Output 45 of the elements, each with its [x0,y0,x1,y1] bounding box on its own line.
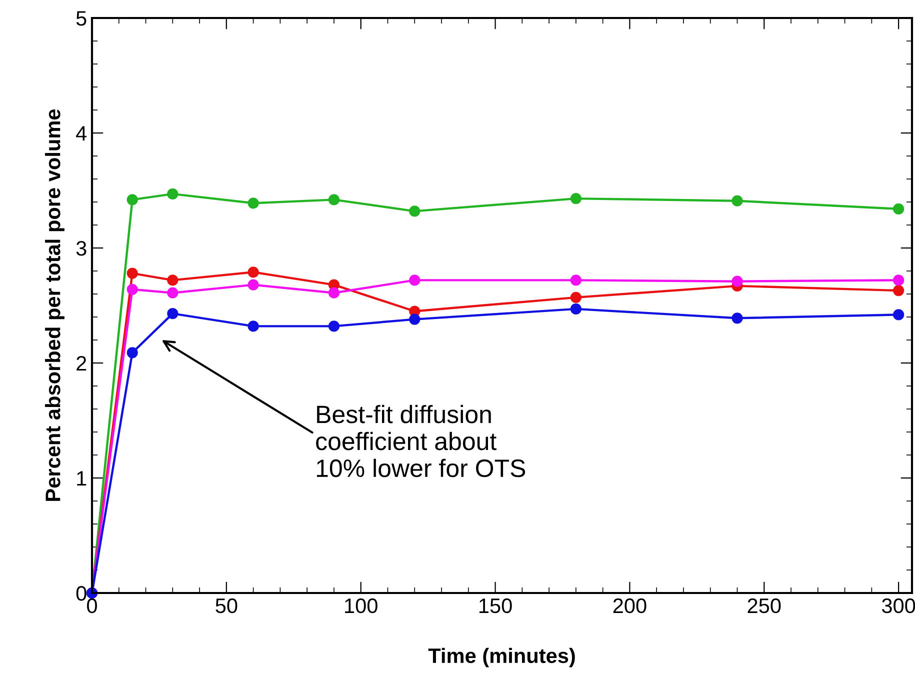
y-tick-label: 0 [76,586,86,601]
point [893,284,904,296]
point [126,194,138,206]
point [893,309,904,320]
y-tick-label: 2 [76,356,86,371]
y-tick-label: 1 [77,471,86,486]
point [570,292,582,304]
point [409,314,420,325]
point [732,276,743,287]
x-tick-label: 0 [87,598,97,614]
y-tick-label: 5 [76,11,86,26]
point [167,188,178,200]
point [328,194,340,206]
y-tick-label: 4 [76,126,87,141]
point [126,268,138,279]
point [570,274,582,286]
point [126,347,138,358]
point [328,287,340,298]
point [167,287,178,298]
x-tick-label: 250 [748,598,781,614]
point [248,266,259,278]
x-tick-label: 100 [345,598,378,614]
x-tick-label: 150 [479,598,512,614]
x-tick-label: 300 [882,598,915,614]
point [409,206,420,217]
point [570,303,582,315]
point [248,198,259,209]
point [409,274,420,286]
y-axis-title: Percent absorbed per total pore volume [45,109,64,501]
point [167,274,178,286]
point [570,192,582,204]
x-tick-label: 200 [613,598,646,614]
point [248,279,259,290]
point [893,203,904,214]
point [248,320,259,332]
point [328,320,340,332]
point [732,195,743,206]
point [893,274,904,286]
point [126,284,138,295]
annotation: Best-fit diffusion coefficient about 10% lower for OTS [316,404,526,478]
point [732,312,743,324]
y-tick-label: 3 [76,241,86,256]
x-axis-title: Time (minutes) [428,648,575,668]
point [167,308,178,320]
x-tick-label: 50 [216,598,238,614]
